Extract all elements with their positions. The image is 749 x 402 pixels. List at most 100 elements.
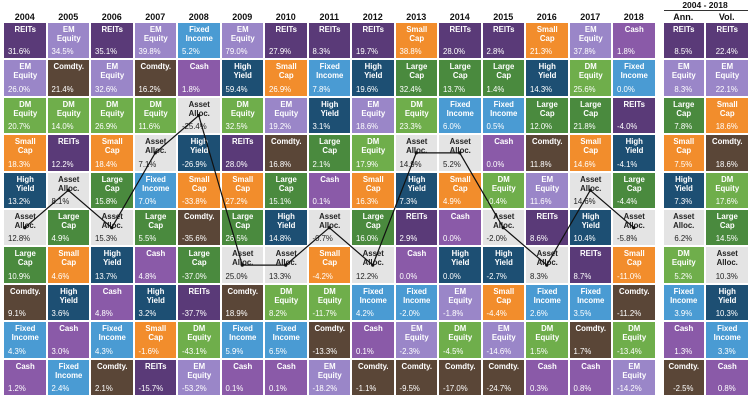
cell-2016-cash: Cash 0.3% [526, 359, 568, 395]
cell-value: 2.1% [95, 383, 113, 393]
cell-2009-asset-alloc-: Asset Alloc. 25.0% [221, 247, 263, 283]
cell-2004-em-equity: EM Equity 26.0% [4, 60, 46, 96]
cell-2014-large-cap: Large Cap 13.7% [439, 60, 481, 96]
cell-label: REITs [231, 137, 254, 147]
cell-2011-cash: Cash 0.1% [308, 172, 350, 208]
cell-value: 7.8% [674, 122, 693, 132]
cell-value: -4.4% [486, 309, 507, 319]
cell-value: 1.2% [8, 383, 26, 393]
cell-label: EM Equity [13, 62, 38, 81]
cell-2016-large-cap: Large Cap 12.0% [526, 97, 568, 134]
cell-2016-fixed-income: Fixed Income 2.6% [526, 284, 568, 321]
cell-value: 25.0% [225, 271, 248, 281]
cell-label: Asset Alloc. [673, 212, 695, 230]
cell-2017-cash: Cash 0.8% [569, 359, 611, 395]
cell-2015-small-cap: Small Cap -4.4% [482, 284, 524, 321]
cell-value: -1.6% [138, 346, 159, 356]
cell-label: EM Equity [317, 361, 342, 380]
cell-2005-high-yield: High Yield 3.6% [47, 284, 89, 321]
cell-label: Comdty. [96, 361, 128, 371]
cell-value: -2.5% [673, 383, 694, 393]
cell-label: Comdty. [183, 212, 215, 221]
cell-label: High Yield [581, 212, 600, 230]
cell-value: -53.2% [182, 383, 207, 393]
cell-label: Cash [189, 62, 209, 72]
cell-label: Fixed Income [185, 25, 213, 43]
cell-2004-asset-alloc-: Asset Alloc. 12.8% [4, 210, 46, 246]
cell-label: REITs [14, 25, 37, 34]
cell-label: REITs [449, 25, 472, 34]
cell-label: Small Cap [319, 249, 341, 268]
cell-2018-large-cap: Large Cap -4.4% [613, 172, 655, 208]
cell-2005-cash: Cash 3.0% [47, 322, 89, 358]
cell-value: 2.1% [312, 159, 331, 169]
cell-2016-asset-alloc-: Asset Alloc. 8.3% [526, 247, 568, 283]
cell-2013-high-yield: High Yield 7.3% [395, 172, 437, 208]
cell-2004-high-yield: High Yield 13.2% [4, 172, 46, 208]
cell-value: 18.6% [715, 159, 738, 169]
cell-label: Asset Alloc. [101, 212, 123, 230]
cell-value: 39.8% [138, 47, 161, 57]
cell-2015-reits: REITs 2.8% [482, 23, 524, 59]
cell-2009-em-equity: EM Equity 79.0% [221, 23, 263, 59]
cell-label: Small Cap [101, 137, 123, 156]
cell-value: -2.0% [486, 234, 507, 244]
cell-2011-small-cap: Small Cap -4.2% [308, 247, 350, 283]
cell-2008-high-yield: High Yield -26.9% [178, 135, 220, 171]
cell-label: Small Cap [580, 137, 602, 156]
cell-vol-comdty-: Comdty. 18.6% [706, 135, 748, 171]
cell-label: DM Equity [361, 137, 386, 156]
cell-value: 16.2% [138, 84, 161, 94]
cell-2014-comdty-: Comdty. -17.0% [439, 359, 481, 395]
cell-value: 14.6% [573, 196, 596, 206]
cell-label: REITs [405, 212, 428, 221]
cell-label: Large Cap [716, 212, 738, 230]
cell-label: DM Equity [715, 174, 740, 193]
cell-label: Large Cap [275, 174, 297, 193]
cell-label: Cash [320, 174, 340, 184]
cell-label: Large Cap [58, 212, 80, 230]
cell-2006-em-equity: EM Equity 32.6% [91, 60, 133, 96]
cell-2014-reits: REITs 28.0% [439, 23, 481, 59]
cell-2011-asset-alloc-: Asset Alloc. -0.7% [308, 210, 350, 246]
cell-label: Small Cap [623, 249, 645, 268]
cell-value: 0.0% [399, 271, 418, 281]
cell-2017-fixed-income: Fixed Income 3.5% [569, 284, 611, 321]
cell-label: DM Equity [143, 99, 168, 118]
cell-value: 7.0% [138, 196, 157, 206]
cell-2018-reits: REITs -4.0% [613, 97, 655, 134]
cell-2015-asset-alloc-: Asset Alloc. -2.0% [482, 210, 524, 246]
cell-label: Cash [624, 25, 644, 34]
cell-value: 10.3% [715, 309, 738, 319]
cell-2007-em-equity: EM Equity 39.8% [134, 23, 176, 59]
cell-label: Fixed Income [577, 286, 605, 305]
cell-label: Asset Alloc. [449, 137, 471, 156]
cell-2013-comdty-: Comdty. -9.5% [395, 359, 437, 395]
cell-2015-dm-equity: DM Equity -0.4% [482, 172, 524, 208]
cell-2014-small-cap: Small Cap 4.9% [439, 172, 481, 208]
cell-2008-dm-equity: DM Equity -43.1% [178, 322, 220, 358]
cell-2017-high-yield: High Yield 10.4% [569, 210, 611, 246]
cell-2010-cash: Cash 0.1% [265, 359, 307, 395]
cell-2004-fixed-income: Fixed Income 4.3% [4, 322, 46, 358]
cell-label: DM Equity [56, 99, 81, 118]
cell-value: 4.9% [443, 196, 461, 206]
cell-label: Large Cap [14, 249, 36, 268]
cell-2008-large-cap: Large Cap -37.0% [178, 247, 220, 283]
cell-2009-large-cap: Large Cap 26.5% [221, 210, 263, 246]
column-header-2008: 2008 [188, 12, 209, 22]
cell-value: 1.7% [573, 346, 592, 356]
cell-2018-em-equity: EM Equity -14.2% [613, 359, 655, 395]
cell-2014-fixed-income: Fixed Income 6.0% [439, 97, 481, 134]
cell-label: Large Cap [493, 62, 515, 81]
cell-value: -0.4% [486, 196, 507, 206]
cell-value: 26.5% [225, 234, 248, 244]
cell-2015-comdty-: Comdty. -24.7% [482, 359, 524, 395]
cell-2018-small-cap: Small Cap -11.0% [613, 247, 655, 283]
cell-value: 15.3% [95, 234, 118, 244]
cell-value: 16.8% [269, 159, 292, 169]
cell-value: -2.3% [399, 346, 420, 356]
cell-label: Comdty. [227, 286, 259, 296]
cell-2009-comdty-: Comdty. 18.9% [221, 284, 263, 321]
cell-label: Asset Alloc. [14, 212, 36, 230]
